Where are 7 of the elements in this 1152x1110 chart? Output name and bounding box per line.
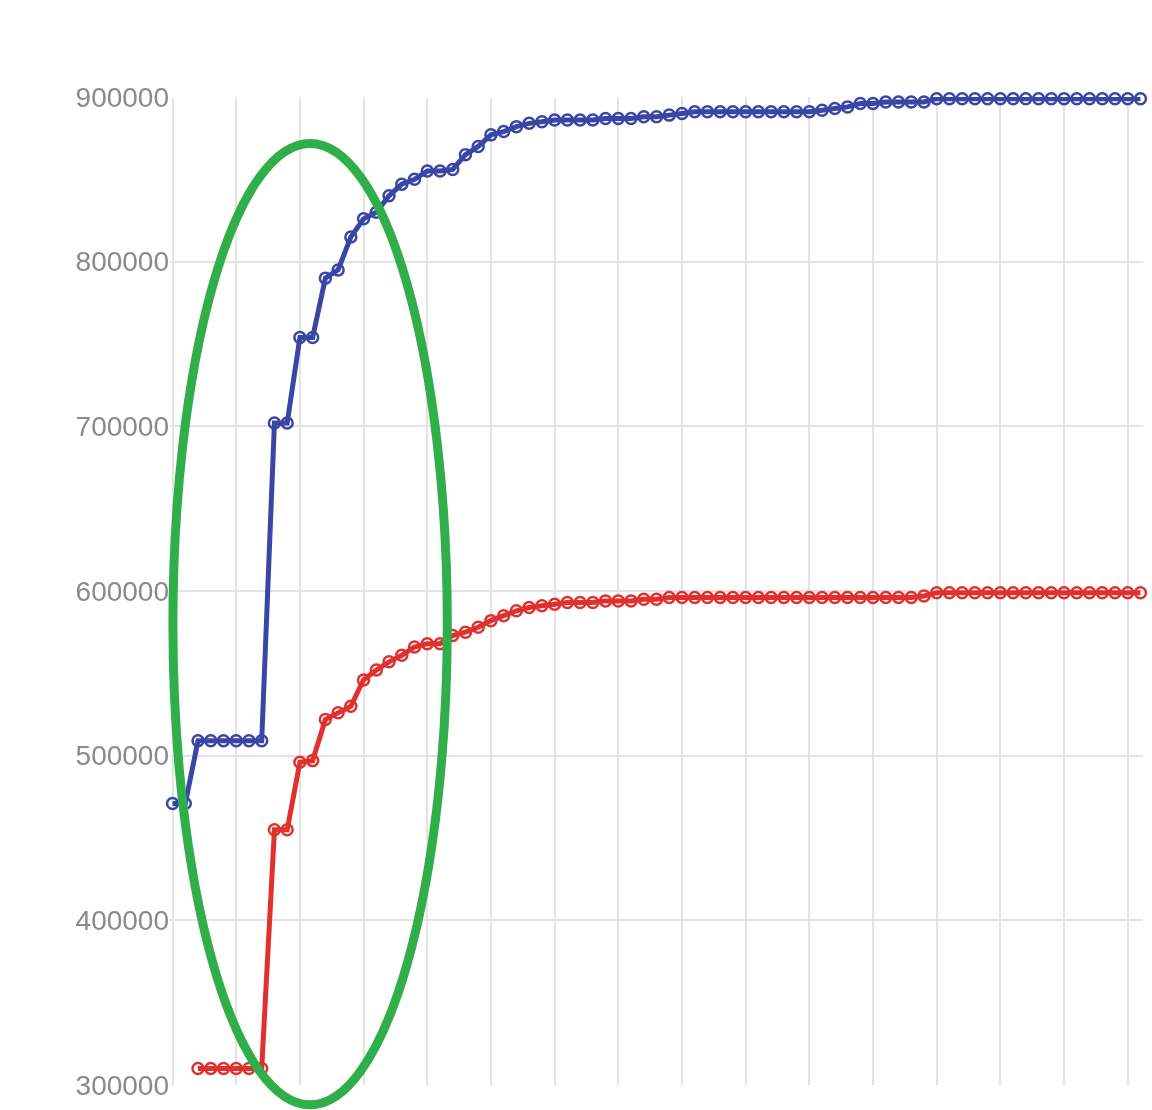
y-tick-label: 500000: [75, 740, 169, 772]
y-tick-label: 300000: [75, 1069, 169, 1101]
y-tick-label: 600000: [75, 575, 169, 607]
y-tick-label: 900000: [75, 81, 169, 113]
y-tick-label: 700000: [75, 411, 169, 443]
y-tick-label: 400000: [75, 905, 169, 937]
y-tick-label: 800000: [75, 246, 169, 278]
